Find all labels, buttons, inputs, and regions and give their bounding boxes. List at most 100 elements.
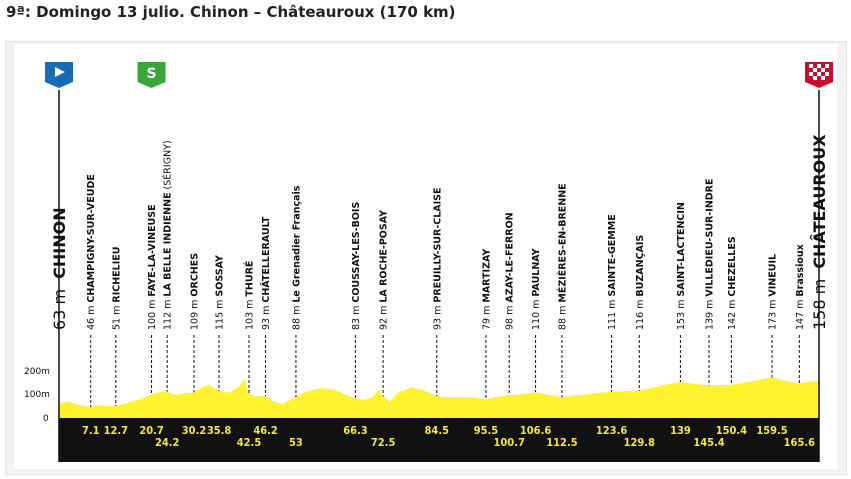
- start-flag-icon: [45, 62, 73, 88]
- waypoint-label: 109 m ORCHES: [190, 253, 201, 330]
- elevation-profile-area: [59, 377, 819, 418]
- waypoint-name: VILLEDIEU-SUR-INDRE: [705, 179, 716, 297]
- waypoint-name: THURÉ: [244, 261, 256, 297]
- waypoint-elevation: 100 m: [147, 300, 158, 330]
- km-label: 123.6: [596, 424, 627, 437]
- waypoint-label: 88 m Le Grenadier Français: [291, 185, 302, 330]
- waypoint-elevation: 88 m: [291, 306, 302, 330]
- waypoint-elevation: 93 m: [432, 306, 443, 330]
- km-label: 42.5: [237, 436, 262, 449]
- waypoint-elevation: 139 m: [705, 300, 716, 330]
- km-label: 95.5: [474, 424, 499, 437]
- finish-flag-icon: [805, 62, 833, 88]
- waypoint-elevation: 173 m: [768, 300, 779, 330]
- waypoint-name: CHAMPIGNY-SUR-VEUDE: [86, 174, 97, 302]
- sprint-flag-letter: S: [146, 66, 156, 82]
- waypoint-label: 51 m RICHELIEU: [111, 247, 122, 330]
- km-label: 20.7: [139, 424, 164, 437]
- start-elevation: 63 m: [50, 289, 69, 330]
- waypoint-elevation: 115 m: [215, 300, 226, 330]
- km-label: 30.2: [182, 424, 207, 437]
- waypoint-elevation: 109 m: [190, 300, 201, 330]
- waypoint-label: 93 m CHÂTELLERAULT: [260, 216, 272, 330]
- waypoint-label: 93 m PREUILLY-SUR-CLAISE: [432, 187, 443, 330]
- stage-title: 9ª: Domingo 13 julio. Chinon – Châteauro…: [6, 3, 456, 21]
- waypoint-elevation: 92 m: [379, 306, 390, 330]
- waypoint-label: 142 m CHEZELLES: [727, 236, 738, 330]
- waypoint-elevation: 51 m: [111, 306, 122, 330]
- km-label: 100.7: [494, 436, 525, 449]
- start-town-label: 63 m CHINON: [50, 207, 69, 330]
- y-tick-label: 0: [43, 414, 49, 424]
- km-label: 150.4: [716, 424, 747, 437]
- waypoint-name: MÉZIÈRES-EN-BRENNE: [556, 183, 568, 302]
- waypoint-elevation: 112 m: [163, 300, 174, 330]
- road-band: [59, 418, 819, 462]
- waypoint-name: FAYE-LA-VINEUSE: [147, 204, 158, 296]
- waypoint-label: 111 m SAINTE-GEMME: [607, 214, 618, 330]
- waypoint-label: 103 m THURÉ: [244, 261, 256, 330]
- waypoint-elevation: 98 m: [505, 306, 516, 330]
- km-label: 129.8: [624, 436, 655, 449]
- waypoint-label: 147 m Brassioux: [795, 244, 806, 330]
- km-label: 53: [289, 436, 303, 449]
- waypoint-name: SAINT-LACTENCIN: [676, 202, 687, 297]
- sprint-flag-icon: S: [137, 62, 166, 88]
- waypoint-elevation: 88 m: [557, 306, 568, 330]
- km-label: 139: [670, 424, 691, 437]
- finish-town-label: 158 m CHÂTEAUROUX: [810, 134, 829, 330]
- waypoint-label: 139 m VILLEDIEU-SUR-INDRE: [705, 179, 716, 330]
- waypoint-name: BUZANÇAIS: [635, 235, 646, 297]
- waypoint-suffix: (SÉRIGNY): [162, 140, 174, 189]
- waypoint-name: RICHELIEU: [111, 247, 122, 303]
- waypoint-name: Le Grenadier Français: [291, 185, 302, 302]
- km-label: 106.6: [520, 424, 551, 437]
- waypoint-name: MARTIZAY: [481, 249, 492, 303]
- waypoint-name: CHEZELLES: [727, 236, 738, 296]
- waypoint-elevation: 103 m: [245, 300, 256, 330]
- waypoint-label: 98 m AZAY-LE-FERRON: [505, 212, 516, 330]
- y-tick-label: 200m: [24, 367, 50, 377]
- waypoint-label: 115 m SOSSAY: [215, 255, 226, 330]
- km-label: 46.2: [253, 424, 278, 437]
- km-label: 24.2: [155, 436, 180, 449]
- km-label: 35.8: [207, 424, 232, 437]
- waypoint-name: ORCHES: [190, 253, 201, 297]
- waypoint-elevation: 153 m: [676, 300, 687, 330]
- waypoint-elevation: 142 m: [727, 300, 738, 330]
- km-label: 145.4: [693, 436, 724, 449]
- waypoint-elevation: 147 m: [795, 300, 806, 330]
- waypoint-name: SAINTE-GEMME: [607, 214, 618, 296]
- waypoint-label: 46 m CHAMPIGNY-SUR-VEUDE: [86, 174, 97, 330]
- waypoint-name: SOSSAY: [215, 255, 226, 297]
- waypoint-elevation: 79 m: [481, 306, 492, 330]
- km-label: 159.5: [756, 424, 787, 437]
- waypoint-label: 110 m PAULNAY: [531, 248, 542, 330]
- km-label: 7.1: [82, 424, 100, 437]
- waypoint-label: 88 m MÉZIÈRES-EN-BRENNE: [556, 183, 568, 330]
- waypoint-elevation: 93 m: [261, 306, 272, 330]
- waypoint-elevation: 111 m: [607, 300, 618, 330]
- waypoint-name: LA ROCHE-POSAY: [379, 210, 390, 303]
- waypoint-lines: [90, 335, 800, 408]
- waypoint-label: 112 m LA BELLE INDIENNE (SÉRIGNY): [162, 140, 174, 330]
- waypoint-name: Brassioux: [795, 244, 806, 296]
- waypoint-name: COUSSAY-LES-BOIS: [351, 202, 362, 303]
- waypoint-elevation: 110 m: [531, 300, 542, 330]
- waypoint-name: LA BELLE INDIENNE: [163, 192, 174, 296]
- waypoint-label: 79 m MARTIZAY: [481, 249, 492, 330]
- finish-elevation: 158 m: [810, 279, 829, 330]
- km-label: 84.5: [425, 424, 450, 437]
- waypoint-name: AZAY-LE-FERRON: [505, 212, 516, 302]
- waypoint-labels: 46 m CHAMPIGNY-SUR-VEUDE 51 m RICHELIEU 100 …: [86, 140, 806, 330]
- waypoint-name: VINEUIL: [768, 254, 779, 297]
- start-town-name: CHINON: [50, 207, 69, 278]
- finish-town-name: CHÂTEAUROUX: [810, 134, 829, 269]
- waypoint-elevation: 83 m: [351, 306, 362, 330]
- km-label: 72.5: [371, 436, 396, 449]
- waypoint-name: PREUILLY-SUR-CLAISE: [432, 187, 443, 302]
- km-label: 66.3: [343, 424, 368, 437]
- waypoint-name: PAULNAY: [531, 248, 542, 296]
- waypoint-elevation: 46 m: [86, 306, 97, 330]
